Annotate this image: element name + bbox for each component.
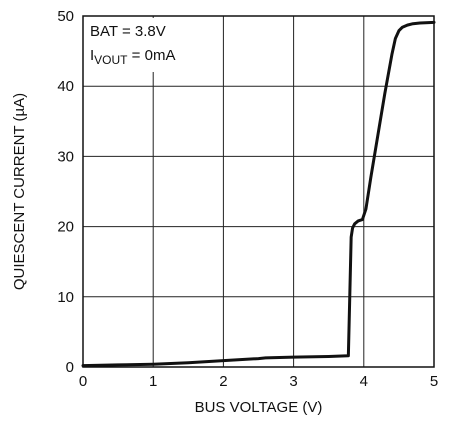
y-tick-label: 30 <box>57 148 74 165</box>
annotation-background <box>85 18 203 72</box>
annotation-ivout-rest: = 0mA <box>128 47 176 64</box>
x-tick-label: 1 <box>149 373 157 390</box>
x-tick-label: 5 <box>430 373 438 390</box>
annotation-ivout-subscript: VOUT <box>94 53 128 67</box>
y-tick-label: 10 <box>57 289 74 306</box>
x-axis-label: BUS VOLTAGE (V) <box>195 399 323 416</box>
x-tick-label: 0 <box>79 373 87 390</box>
y-tick-label: 40 <box>57 78 74 95</box>
grid <box>83 16 434 367</box>
series-line <box>81 20 436 368</box>
x-tick-label: 4 <box>360 373 368 390</box>
annotation-bat: BAT = 3.8V <box>90 23 166 40</box>
plot-frame <box>82 15 435 368</box>
annotation-ivout-main: I <box>90 47 94 64</box>
annotation-ivout: IVOUT = 0mA <box>90 47 175 67</box>
y-tick-label: 20 <box>57 219 74 236</box>
y-axis-label: QUIESCENT CURRENT (µA) <box>11 93 28 290</box>
y-tick-label: 50 <box>57 8 74 25</box>
x-tick-label: 2 <box>219 373 227 390</box>
x-tick-label: 3 <box>289 373 297 390</box>
y-tick-label: 0 <box>66 359 74 376</box>
